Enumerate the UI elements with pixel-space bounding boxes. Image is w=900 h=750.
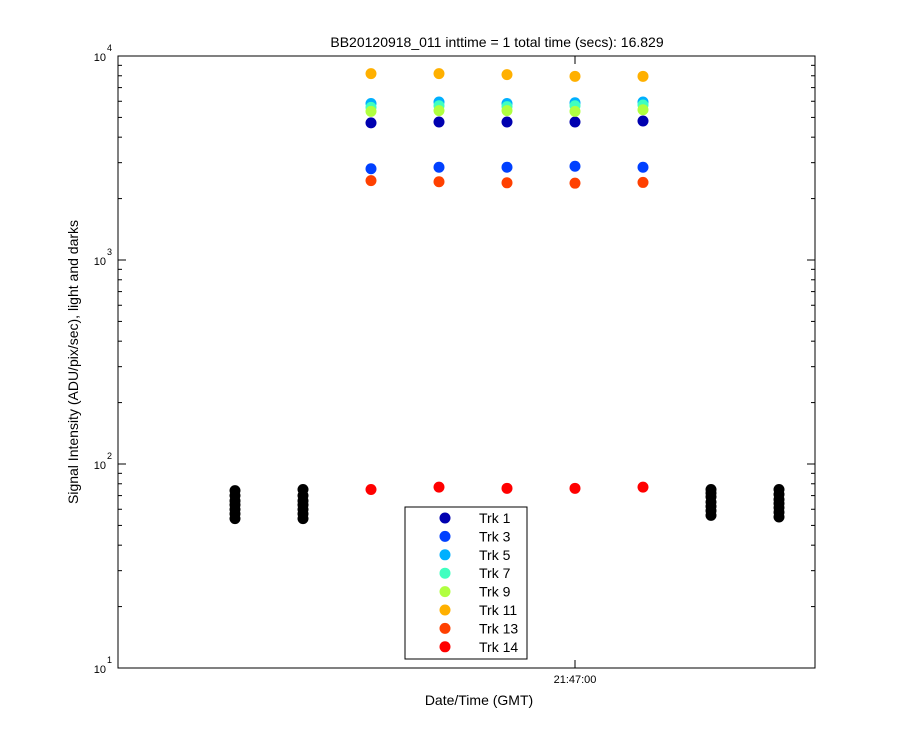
data-points xyxy=(229,68,785,525)
legend-item: Trk 3 xyxy=(439,528,511,544)
y-tick-label-exponent: 1 xyxy=(107,655,112,665)
data-point xyxy=(637,115,649,127)
data-point xyxy=(501,177,513,189)
data-point xyxy=(569,116,581,128)
y-tick-label-exponent: 3 xyxy=(107,247,112,257)
data-point xyxy=(433,176,445,188)
legend-label: Trk 14 xyxy=(479,639,518,655)
x-tick-label: 21:47:00 xyxy=(554,674,597,686)
data-point xyxy=(637,161,649,173)
darks-series xyxy=(229,483,785,525)
legend-marker xyxy=(439,530,451,542)
y-axis-label: Signal Intensity (ADU/pix/sec), light an… xyxy=(65,220,81,504)
y-tick-label: 10 xyxy=(94,52,106,64)
data-point xyxy=(637,481,649,493)
series-trk-9 xyxy=(365,104,649,117)
legend-item: Trk 14 xyxy=(439,639,518,655)
series-trk-13 xyxy=(365,175,649,189)
legend: Trk 1 Trk 3 Trk 5 Trk 7 Trk 9 Trk 11 Trk 13 Trk… xyxy=(404,506,528,660)
dark-point xyxy=(705,483,717,495)
legend-marker xyxy=(439,567,451,579)
legend-box xyxy=(404,506,528,660)
legend-item: Trk 11 xyxy=(439,602,517,618)
data-point xyxy=(433,68,445,80)
legend-marker xyxy=(439,622,451,634)
data-point xyxy=(569,70,581,82)
dark-point xyxy=(297,483,309,495)
data-point xyxy=(433,161,445,173)
legend-label: Trk 7 xyxy=(479,565,511,581)
data-point xyxy=(569,105,581,117)
data-point xyxy=(501,161,513,173)
y-tick-label: 10 xyxy=(94,256,106,268)
legend-label: Trk 13 xyxy=(479,620,518,636)
series-trk-1 xyxy=(365,115,649,129)
legend-marker xyxy=(439,641,451,653)
y-tick-label: 10 xyxy=(94,664,106,676)
data-point xyxy=(365,105,377,117)
data-point xyxy=(365,163,377,175)
series-trk-11 xyxy=(365,68,649,82)
chart-title: BB20120918_011 inttime = 1 total time (s… xyxy=(330,34,663,50)
legend-label: Trk 11 xyxy=(479,602,517,618)
data-point xyxy=(501,482,513,494)
data-point xyxy=(569,482,581,494)
data-point xyxy=(501,69,513,81)
data-point xyxy=(365,175,377,187)
data-point xyxy=(365,68,377,80)
legend-label: Trk 9 xyxy=(479,584,511,600)
data-point xyxy=(433,481,445,493)
data-point xyxy=(433,116,445,128)
y-tick-label: 10 xyxy=(94,460,106,472)
legend-label: Trk 3 xyxy=(479,528,511,544)
data-point xyxy=(501,116,513,128)
data-point xyxy=(637,176,649,188)
dark-point xyxy=(229,485,241,497)
x-ticks: 21:47:00 xyxy=(554,56,597,686)
x-axis-label: Date/Time (GMT) xyxy=(425,692,533,708)
data-point xyxy=(569,160,581,172)
legend-label: Trk 5 xyxy=(479,547,511,563)
legend-marker xyxy=(439,512,451,524)
data-point xyxy=(365,117,377,129)
data-point xyxy=(365,483,377,495)
data-point xyxy=(501,105,513,117)
legend-marker xyxy=(439,586,451,598)
legend-label: Trk 1 xyxy=(479,510,511,526)
data-point xyxy=(433,105,445,117)
legend-item: Trk 13 xyxy=(439,620,518,636)
legend-marker xyxy=(439,604,451,616)
y-tick-label-exponent: 2 xyxy=(107,451,112,461)
legend-marker xyxy=(439,549,451,561)
series-trk-3 xyxy=(365,160,649,175)
legend-item: Trk 7 xyxy=(439,565,511,581)
data-point xyxy=(637,70,649,82)
y-tick-label-exponent: 4 xyxy=(107,43,112,53)
legend-item: Trk 1 xyxy=(439,510,511,526)
data-point xyxy=(637,104,649,116)
legend-item: Trk 5 xyxy=(439,547,511,563)
legend-item: Trk 9 xyxy=(439,584,511,600)
series-trk-14 xyxy=(365,481,649,495)
dark-point xyxy=(773,483,785,495)
data-point xyxy=(569,177,581,189)
